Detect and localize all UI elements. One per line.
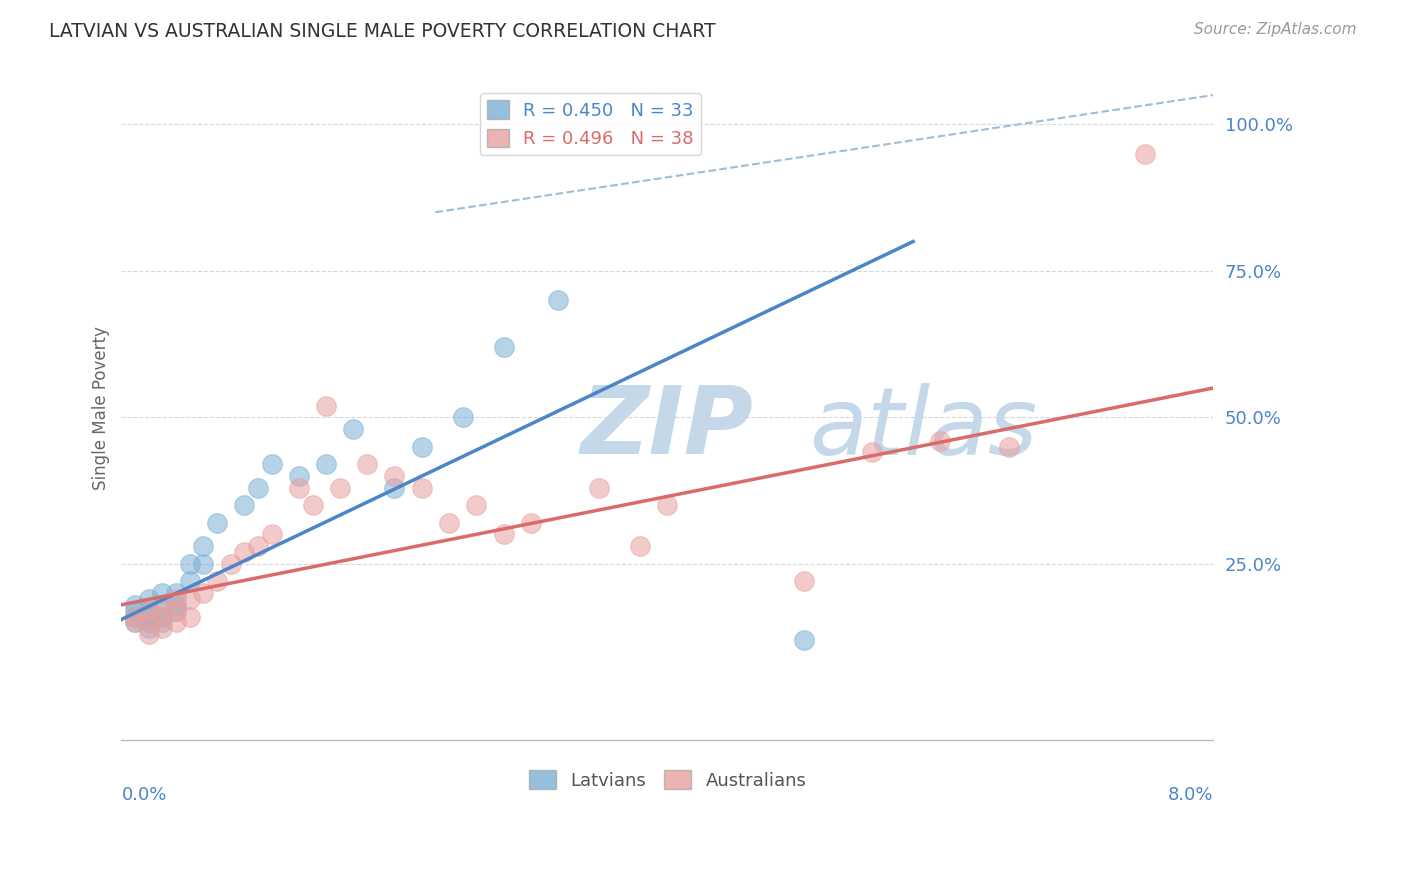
Text: 8.0%: 8.0% (1168, 786, 1213, 804)
Point (150, 621, 173, 635)
Point (547, 293, 569, 307)
Point (628, 539, 651, 553)
Point (233, 498, 256, 512)
Point (124, 615, 146, 630)
Text: Source: ZipAtlas.com: Source: ZipAtlas.com (1194, 22, 1357, 37)
Point (193, 557, 215, 571)
Point (329, 481, 352, 495)
Point (193, 539, 215, 553)
Point (793, 574, 815, 589)
Point (520, 516, 543, 530)
Point (246, 481, 269, 495)
Point (384, 469, 406, 483)
Point (150, 609, 173, 624)
Point (179, 574, 201, 589)
Point (205, 574, 228, 589)
Point (356, 457, 378, 471)
Point (124, 609, 146, 624)
Point (657, 498, 679, 512)
Point (411, 481, 433, 495)
Point (193, 586, 215, 600)
Point (150, 598, 173, 612)
Text: atlas: atlas (810, 383, 1038, 474)
Point (997, 440, 1019, 454)
Point (793, 632, 815, 647)
Point (384, 481, 406, 495)
Point (288, 469, 311, 483)
Point (465, 498, 488, 512)
Text: LATVIAN VS AUSTRALIAN SINGLE MALE POVERTY CORRELATION CHART: LATVIAN VS AUSTRALIAN SINGLE MALE POVERT… (49, 22, 716, 41)
Point (929, 434, 952, 448)
Point (437, 516, 460, 530)
Text: 0.0%: 0.0% (121, 786, 167, 804)
Point (179, 557, 201, 571)
Point (288, 481, 311, 495)
Point (150, 609, 173, 624)
Text: ZIP: ZIP (581, 383, 754, 475)
Point (1135, 146, 1157, 161)
Point (219, 557, 242, 571)
Point (150, 598, 173, 612)
Point (179, 609, 201, 624)
Point (124, 604, 146, 618)
Point (124, 609, 146, 624)
Point (138, 615, 160, 630)
Point (588, 481, 610, 495)
Point (165, 615, 187, 630)
Point (492, 340, 515, 354)
Legend: Latvians, Australians: Latvians, Australians (522, 763, 814, 797)
Point (138, 615, 160, 630)
Point (315, 457, 337, 471)
Point (315, 399, 337, 413)
Point (165, 598, 187, 612)
Point (860, 445, 883, 459)
Point (451, 410, 474, 425)
Point (138, 627, 160, 641)
Point (138, 621, 160, 635)
Point (150, 615, 173, 630)
Point (411, 440, 433, 454)
Point (260, 457, 283, 471)
Point (124, 598, 146, 612)
Point (342, 422, 364, 436)
Point (492, 527, 515, 541)
Point (165, 604, 187, 618)
Y-axis label: Single Male Poverty: Single Male Poverty (93, 326, 110, 491)
Point (165, 586, 187, 600)
Point (165, 604, 187, 618)
Point (138, 609, 160, 624)
Point (138, 604, 160, 618)
Point (124, 615, 146, 630)
Point (205, 516, 228, 530)
Point (138, 604, 160, 618)
Point (246, 539, 269, 553)
Point (179, 591, 201, 606)
Point (150, 586, 173, 600)
Point (138, 591, 160, 606)
Point (301, 498, 323, 512)
Point (260, 527, 283, 541)
Point (233, 545, 256, 559)
Point (165, 591, 187, 606)
